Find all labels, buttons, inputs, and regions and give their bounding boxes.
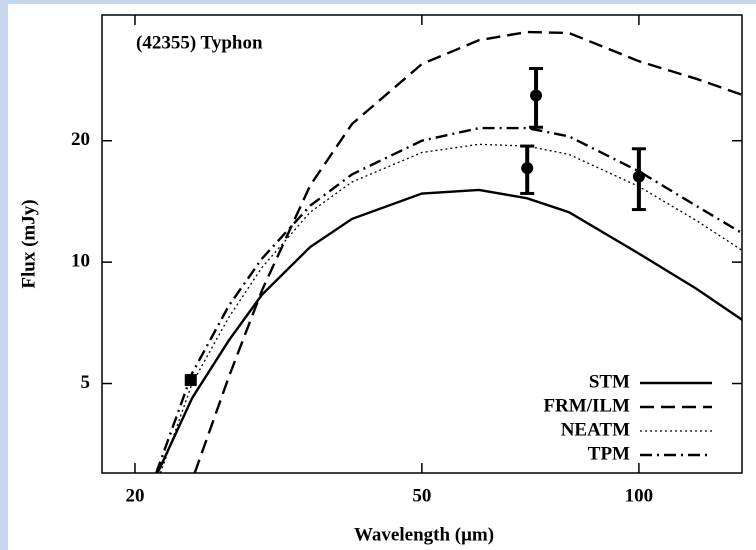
y-tick-label: 20 [71,129,90,150]
curve [155,126,742,473]
x-tick-label: 100 [625,485,654,506]
x-axis-label: Wavelength (μm) [354,524,494,545]
data-point [521,162,534,175]
chart-background [8,4,756,550]
data-point [530,89,543,102]
x-tick-label: 50 [412,485,431,506]
y-axis-label: Flux (mJy) [18,199,39,288]
x-tick-label: 20 [125,485,144,506]
annotation: (42355) Typhon [136,32,263,53]
y-tick-label: 10 [71,250,90,271]
legend-label: FRM/ILM [543,395,630,416]
legend-label: NEATM [561,419,630,440]
curve [193,30,742,473]
y-tick-label: 5 [81,372,91,393]
legend-label: TPM [588,443,630,464]
legend-label: STM [589,371,630,392]
data-point [184,374,197,387]
data-point [632,170,645,183]
curve [156,188,742,473]
